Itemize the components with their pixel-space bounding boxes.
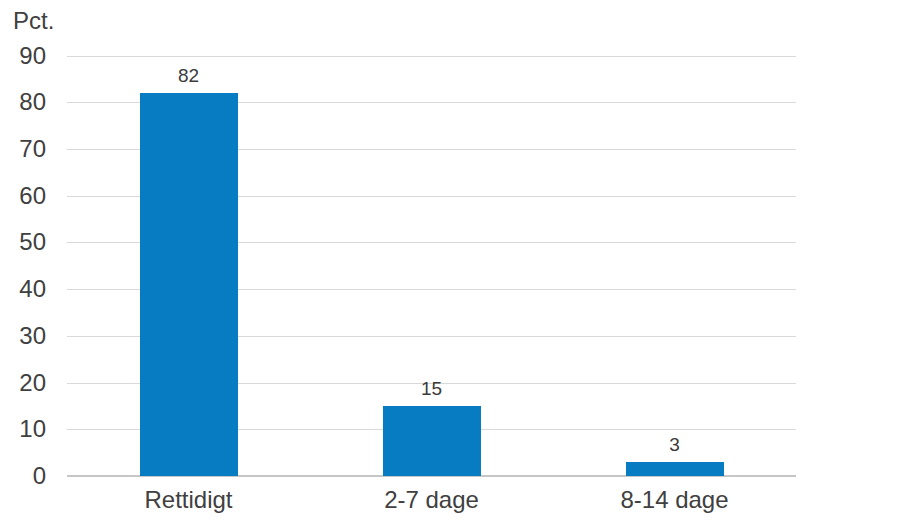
y-tick-label: 90 xyxy=(0,42,46,70)
y-tick-label: 10 xyxy=(0,415,46,443)
bar-value-label: 82 xyxy=(129,64,249,88)
x-axis-category-label: 8-14 dage xyxy=(575,486,775,514)
bar xyxy=(626,462,724,476)
y-tick-label: 80 xyxy=(0,88,46,116)
y-tick-label: 0 xyxy=(0,462,46,490)
y-tick-label: 50 xyxy=(0,228,46,256)
gridline xyxy=(67,56,796,57)
y-tick-label: 20 xyxy=(0,369,46,397)
x-axis-category-label: Rettidigt xyxy=(89,486,289,514)
y-tick-label: 70 xyxy=(0,135,46,163)
y-axis-unit-label: Pct. xyxy=(13,7,54,35)
bar-value-label: 15 xyxy=(372,377,492,401)
bar-value-label: 3 xyxy=(615,433,735,457)
bar xyxy=(140,93,238,476)
bar xyxy=(383,406,481,476)
bar-chart: Pct. 0 10 20 30 40 50 60 70 80 90 82 Rettidigt 15 2-7… xyxy=(0,0,900,525)
x-axis-category-label: 2-7 dage xyxy=(332,486,532,514)
y-tick-label: 30 xyxy=(0,322,46,350)
y-tick-label: 60 xyxy=(0,182,46,210)
y-tick-label: 40 xyxy=(0,275,46,303)
